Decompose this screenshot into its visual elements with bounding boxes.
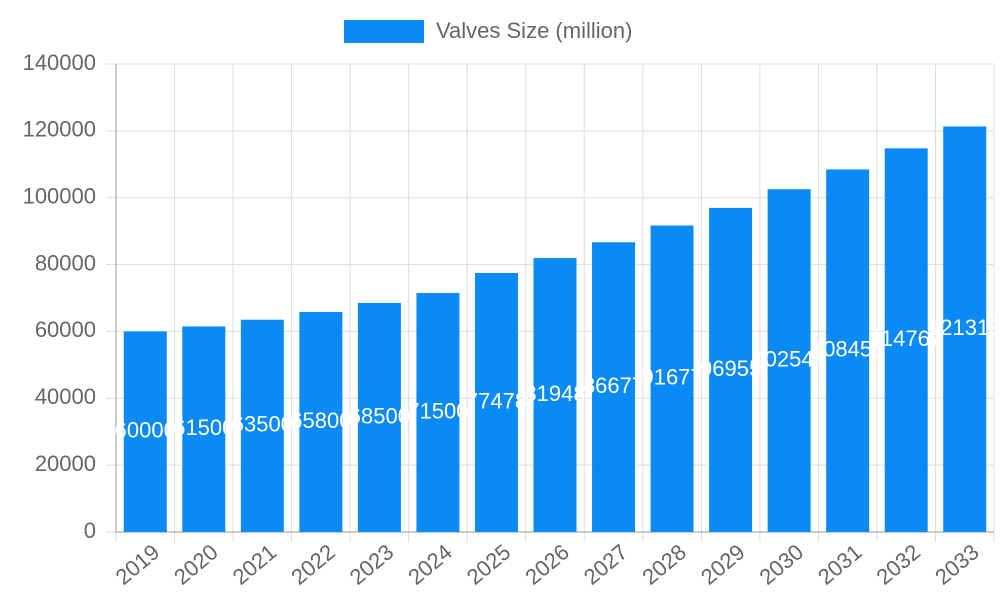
bar-value-label: 114767 [870, 326, 942, 351]
bar-value-label: 77478 [466, 388, 527, 413]
bar-value-label: 71500 [407, 398, 468, 423]
bar-value-label: 86677 [583, 373, 644, 398]
bar-value-label: 61500 [173, 415, 234, 440]
x-tick-label: 2033 [930, 539, 984, 590]
bar [240, 319, 284, 532]
y-tick-label: 120000 [23, 117, 96, 142]
bar [767, 189, 811, 533]
bar [884, 148, 928, 532]
x-tick-label: 2032 [872, 539, 926, 590]
y-tick-label: 20000 [35, 451, 96, 476]
bar-value-label: 68500 [349, 403, 410, 428]
x-tick-label: 2019 [111, 539, 165, 590]
bar-value-label: 102543 [752, 346, 825, 371]
bar [533, 258, 577, 532]
x-tick-label: 2020 [169, 539, 223, 590]
x-tick-label: 2023 [345, 539, 399, 590]
bar [123, 331, 167, 532]
x-tick-label: 2021 [228, 539, 282, 590]
bar-value-label: 108455 [811, 337, 884, 362]
bar [709, 207, 753, 532]
y-tick-label: 140000 [23, 50, 96, 75]
x-tick-label: 2024 [403, 539, 457, 590]
bar [592, 242, 636, 533]
x-tick-label: 2031 [813, 539, 867, 590]
legend-swatch [344, 20, 424, 43]
bar [943, 126, 987, 533]
bar [182, 326, 226, 532]
x-tick-label: 2022 [286, 539, 340, 590]
bar [650, 225, 694, 533]
y-tick-label: 60000 [35, 317, 96, 342]
legend-label: Valves Size (million) [436, 18, 632, 43]
bar-value-label: 96955 [700, 356, 761, 381]
bar-value-label: 63500 [232, 412, 293, 437]
x-tick-label: 2030 [755, 539, 809, 590]
bar [357, 303, 401, 532]
x-tick-label: 2025 [462, 539, 516, 590]
x-tick-label: 2028 [637, 539, 691, 590]
bar [826, 169, 870, 532]
y-tick-label: 40000 [35, 384, 96, 409]
bar-value-label: 121313 [928, 315, 1000, 340]
x-tick-label: 2027 [579, 539, 633, 590]
y-tick-label: 0 [84, 518, 96, 543]
bar-value-label: 81948 [524, 381, 585, 406]
y-tick-label: 80000 [35, 250, 96, 275]
x-tick-label: 2026 [520, 539, 574, 590]
bar-value-label: 65800 [290, 408, 351, 433]
bar-value-label: 60000 [115, 418, 176, 443]
y-tick-label: 100000 [23, 184, 96, 209]
bar [474, 273, 518, 532]
bar [299, 312, 343, 532]
x-tick-label: 2029 [696, 539, 750, 590]
bar [416, 292, 460, 532]
bar-value-label: 91677 [641, 365, 702, 390]
